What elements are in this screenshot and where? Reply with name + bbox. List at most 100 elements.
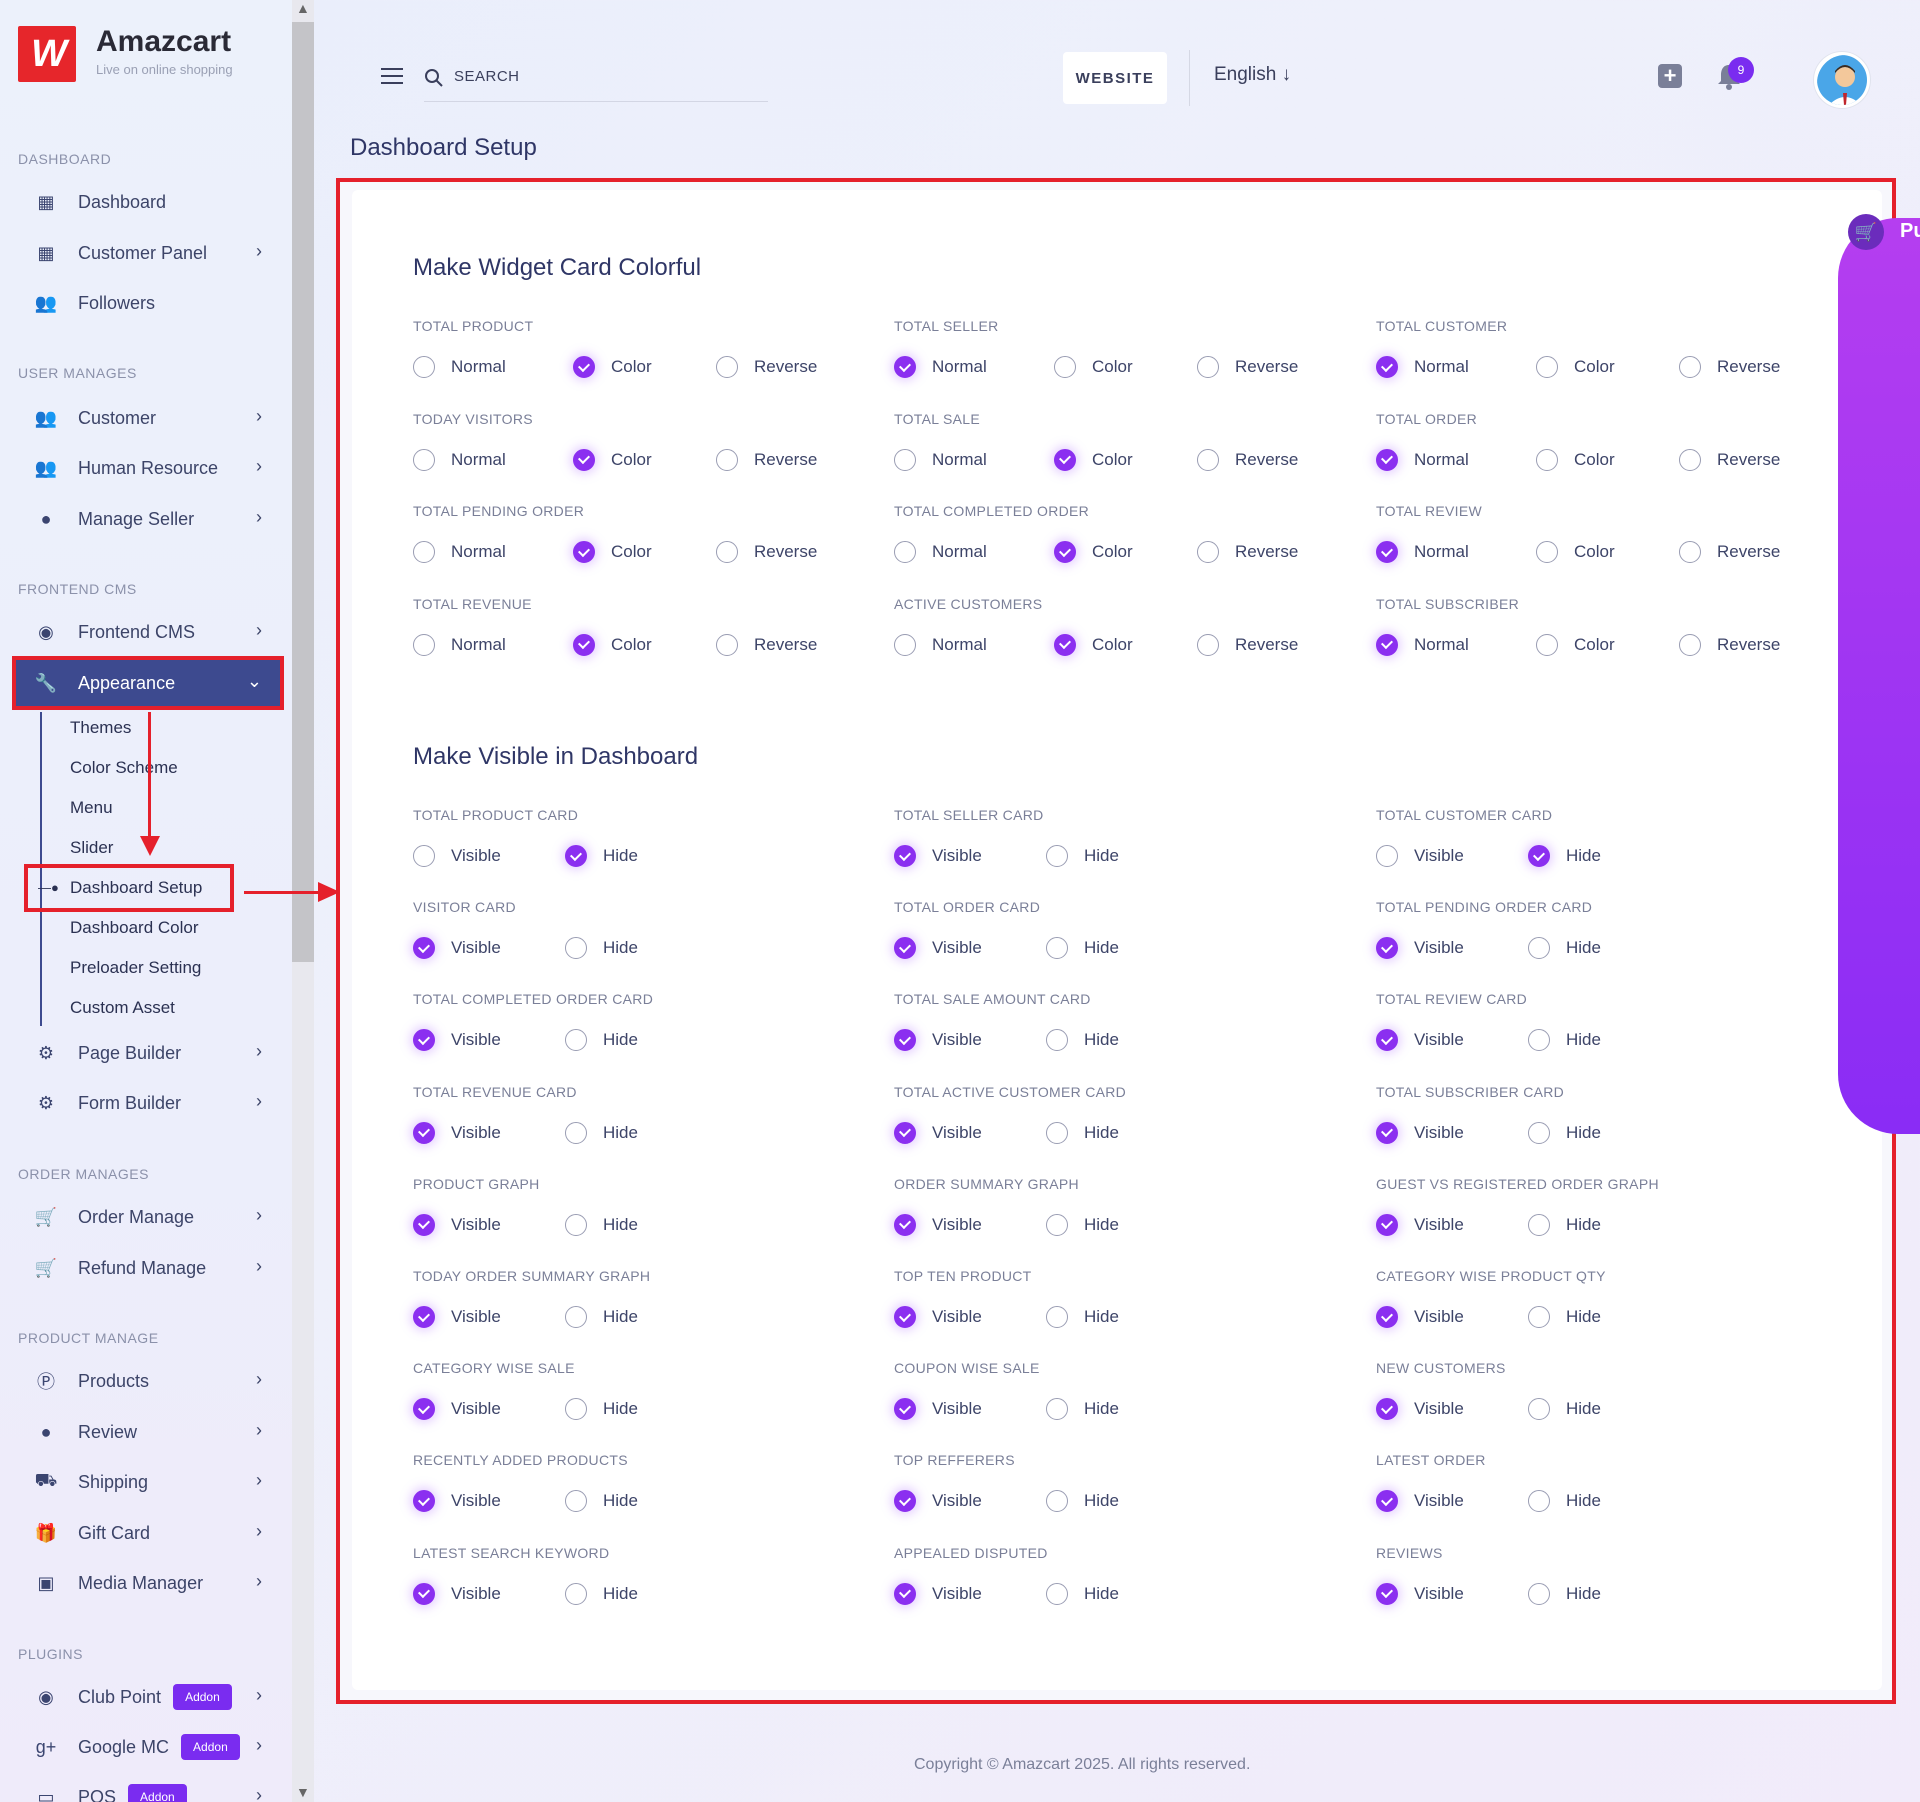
sidebar-item-media-manager[interactable]: ▣ Media Manager › [14,1558,282,1608]
radio-checked-icon[interactable] [1376,1213,1398,1236]
radio-hide[interactable]: Hide [565,845,638,867]
radio-unchecked-icon[interactable] [1528,1306,1550,1328]
radio-unchecked-icon[interactable] [565,1213,587,1236]
radio-visible[interactable]: Visible [894,845,1046,867]
radio-checked-icon[interactable] [894,356,916,378]
radio-reverse[interactable]: Reverse [1679,633,1780,656]
search-input[interactable]: SEARCH [424,62,768,102]
radio-unchecked-icon[interactable] [716,541,738,563]
radio-visible[interactable]: Visible [1376,1029,1528,1052]
radio-checked-icon[interactable] [894,1121,916,1144]
radio-unchecked-icon[interactable] [1528,1121,1550,1144]
sidebar-item-manage-seller[interactable]: ● Manage Seller › [14,494,282,544]
sidebar-item-gift-card[interactable]: 🎁 Gift Card › [14,1508,282,1558]
sidebar-item-products[interactable]: Ⓟ Products › [14,1356,282,1406]
radio-reverse[interactable]: Reverse [1679,448,1780,471]
radio-unchecked-icon[interactable] [1679,448,1701,471]
radio-hide[interactable]: Hide [1046,1306,1119,1328]
radio-unchecked-icon[interactable] [413,448,435,471]
radio-hide[interactable]: Hide [565,1213,638,1236]
website-button[interactable]: WEBSITE [1063,52,1167,104]
radio-normal[interactable]: Normal [1376,541,1536,563]
radio-hide[interactable]: Hide [565,937,638,960]
radio-checked-icon[interactable] [894,1213,916,1236]
radio-visible[interactable]: Visible [413,1306,565,1328]
radio-reverse[interactable]: Reverse [716,541,817,563]
radio-visible[interactable]: Visible [1376,1398,1528,1421]
radio-hide[interactable]: Hide [1046,845,1119,867]
radio-hide[interactable]: Hide [565,1398,638,1421]
radio-unchecked-icon[interactable] [1376,845,1398,867]
sidebar-item-appearance[interactable]: 🔧 Appearance ⌄ [12,656,284,710]
radio-visible[interactable]: Visible [894,1582,1046,1605]
radio-checked-icon[interactable] [1376,633,1398,656]
radio-color[interactable]: Color [1054,541,1197,563]
radio-checked-icon[interactable] [894,1490,916,1513]
radio-reverse[interactable]: Reverse [1197,633,1298,656]
radio-unchecked-icon[interactable] [716,448,738,471]
radio-hide[interactable]: Hide [1528,1213,1601,1236]
radio-visible[interactable]: Visible [413,1121,565,1144]
sidebar-item-form-builder[interactable]: ⚙ Form Builder › [14,1078,282,1128]
radio-unchecked-icon[interactable] [1679,356,1701,378]
submenu-item-preloader-setting[interactable]: Preloader Setting [70,958,201,978]
radio-unchecked-icon[interactable] [1046,937,1068,960]
sidebar-item-google-mc[interactable]: g+ Google MC Addon › [14,1722,282,1772]
sidebar-item-page-builder[interactable]: ⚙ Page Builder › [14,1028,282,1078]
radio-checked-icon[interactable] [1376,1490,1398,1513]
radio-normal[interactable]: Normal [1376,356,1536,378]
radio-checked-icon[interactable] [894,845,916,867]
radio-normal[interactable]: Normal [413,541,573,563]
radio-checked-icon[interactable] [894,1582,916,1605]
submenu-item-slider[interactable]: Slider [70,838,113,858]
radio-checked-icon[interactable] [413,1029,435,1052]
radio-unchecked-icon[interactable] [565,1121,587,1144]
radio-hide[interactable]: Hide [1528,1582,1601,1605]
language-select[interactable]: English ↓ [1214,64,1291,86]
radio-visible[interactable]: Visible [894,937,1046,960]
sidebar-item-customer-panel[interactable]: ▦ Customer Panel › [14,228,282,278]
radio-visible[interactable]: Visible [1376,1582,1528,1605]
radio-normal[interactable]: Normal [1376,448,1536,471]
radio-color[interactable]: Color [1054,448,1197,471]
radio-checked-icon[interactable] [1528,845,1550,867]
sidebar-item-frontend-cms[interactable]: ◉ Frontend CMS › [14,607,282,657]
radio-visible[interactable]: Visible [894,1029,1046,1052]
radio-unchecked-icon[interactable] [1528,1582,1550,1605]
radio-checked-icon[interactable] [894,1398,916,1421]
radio-visible[interactable]: Visible [894,1398,1046,1421]
radio-checked-icon[interactable] [413,1398,435,1421]
add-icon[interactable]: + [1658,64,1682,88]
radio-hide[interactable]: Hide [1528,1121,1601,1144]
radio-color[interactable]: Color [573,541,716,563]
radio-checked-icon[interactable] [1376,1121,1398,1144]
radio-checked-icon[interactable] [413,1306,435,1328]
radio-visible[interactable]: Visible [1376,1213,1528,1236]
cart-icon[interactable]: 🛒 [1848,214,1884,250]
radio-checked-icon[interactable] [565,845,587,867]
radio-hide[interactable]: Hide [1046,1398,1119,1421]
radio-unchecked-icon[interactable] [1046,1121,1068,1144]
radio-normal[interactable]: Normal [894,448,1054,471]
radio-unchecked-icon[interactable] [1528,1213,1550,1236]
radio-checked-icon[interactable] [894,1029,916,1052]
radio-hide[interactable]: Hide [565,1306,638,1328]
radio-unchecked-icon[interactable] [1536,541,1558,563]
radio-unchecked-icon[interactable] [1536,448,1558,471]
radio-reverse[interactable]: Reverse [1679,541,1780,563]
radio-unchecked-icon[interactable] [1528,1398,1550,1421]
radio-visible[interactable]: Visible [1376,1490,1528,1513]
radio-unchecked-icon[interactable] [1536,633,1558,656]
radio-unchecked-icon[interactable] [1046,1213,1068,1236]
radio-hide[interactable]: Hide [1528,1029,1601,1052]
radio-visible[interactable]: Visible [894,1213,1046,1236]
radio-color[interactable]: Color [573,448,716,471]
radio-normal[interactable]: Normal [894,633,1054,656]
radio-unchecked-icon[interactable] [1536,356,1558,378]
radio-hide[interactable]: Hide [1046,1121,1119,1144]
radio-checked-icon[interactable] [1376,541,1398,563]
submenu-item-custom-asset[interactable]: Custom Asset [70,998,175,1018]
submenu-item-dashboard-setup[interactable]: —● Dashboard Setup [23,864,235,912]
radio-reverse[interactable]: Reverse [716,448,817,471]
submenu-item-dashboard-color[interactable]: Dashboard Color [70,918,199,938]
